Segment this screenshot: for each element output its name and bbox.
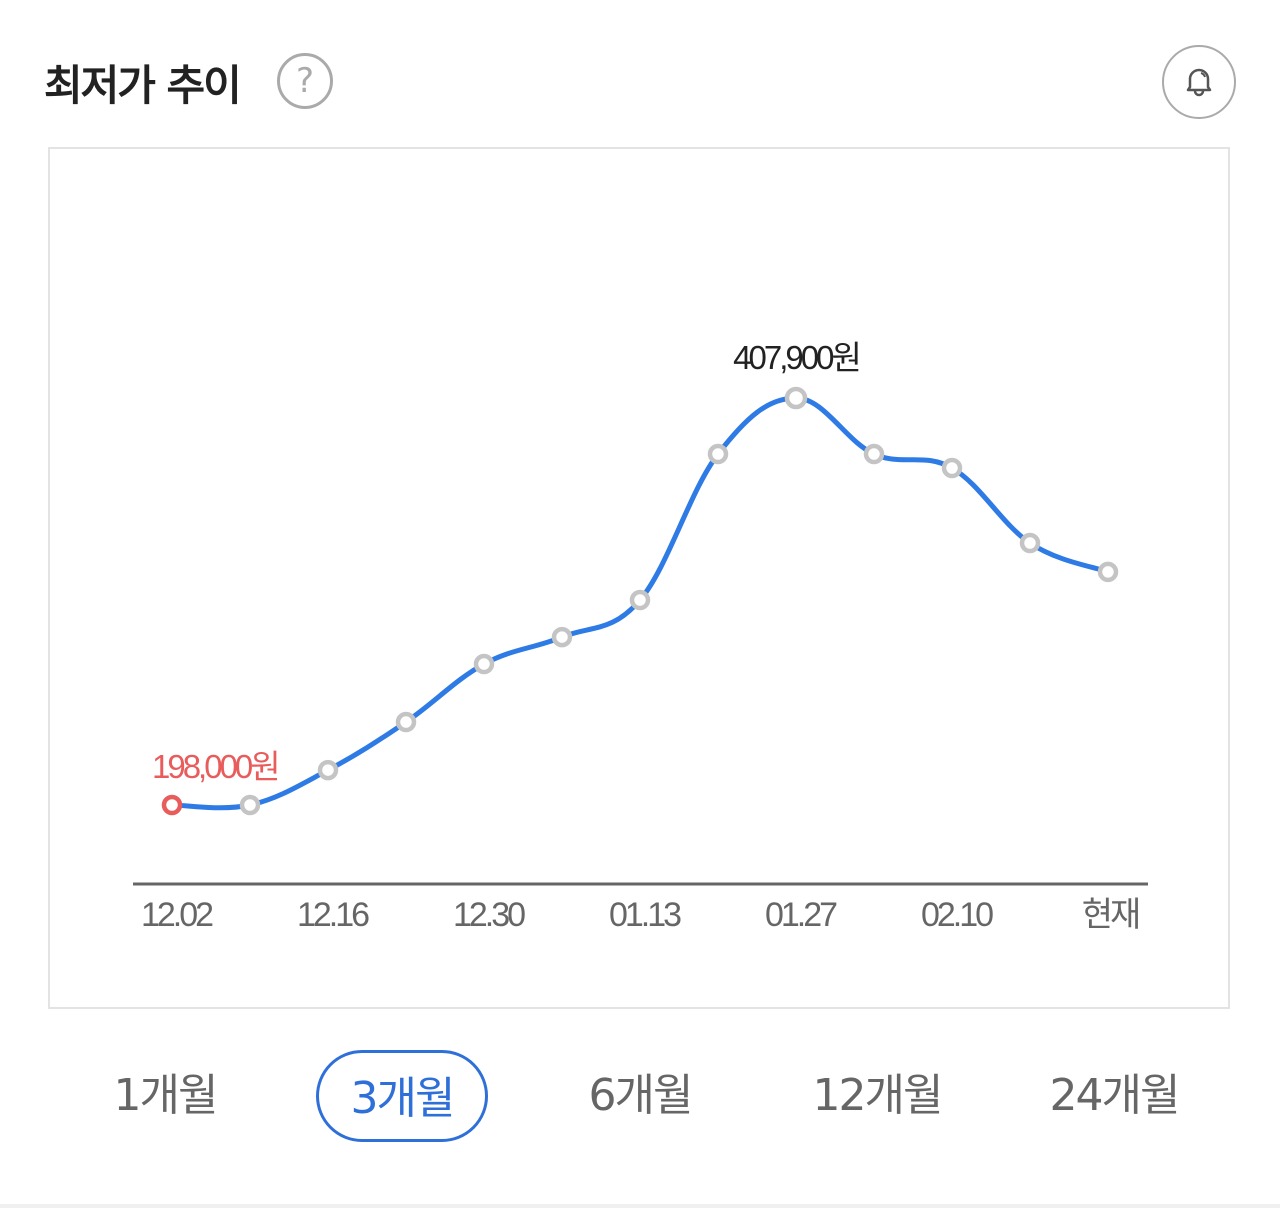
chart-card	[48, 147, 1230, 1009]
min-price-point	[161, 794, 183, 816]
range-1-month[interactable]: 1개월	[113, 1070, 219, 1121]
data-point	[1097, 561, 1119, 583]
range-12-months[interactable]: 12개월	[812, 1070, 944, 1121]
x-tick-label: 12.16	[297, 896, 369, 934]
data-point	[1019, 532, 1041, 554]
x-tick-label: 02.10	[921, 896, 993, 934]
help-icon[interactable]: ?	[277, 53, 333, 109]
range-selector: 1개월 3개월 6개월 12개월 24개월	[0, 1050, 1280, 1142]
x-tick-label: 12.02	[141, 896, 213, 934]
data-point	[784, 386, 808, 410]
data-point	[395, 711, 417, 733]
x-tick-label: 01.13	[609, 896, 681, 934]
data-point	[629, 589, 651, 611]
price-chart: 12.02 12.16 12.30 01.13 01.27 02.10 현재 198,000원…	[133, 339, 1148, 934]
max-price-label: 407,900원	[733, 339, 859, 376]
data-point	[551, 626, 573, 648]
x-tick-label: 01.27	[765, 896, 837, 934]
page-title: 최저가 추이	[44, 61, 242, 110]
divider	[0, 1204, 1280, 1208]
data-point	[863, 443, 885, 465]
range-3-months[interactable]: 3개월	[316, 1050, 488, 1142]
min-price-label: 198,000원	[152, 748, 278, 785]
data-point	[941, 457, 963, 479]
range-24-months[interactable]: 24개월	[1049, 1070, 1181, 1121]
data-point	[707, 443, 729, 465]
data-point	[473, 653, 495, 675]
price-alert-button[interactable]	[1162, 45, 1236, 119]
bell-icon	[1186, 68, 1212, 97]
x-tick-label: 12.30	[453, 896, 525, 934]
x-tick-label: 현재	[1082, 896, 1139, 934]
data-point	[239, 794, 261, 816]
data-point	[317, 759, 339, 781]
range-6-months[interactable]: 6개월	[588, 1070, 694, 1121]
